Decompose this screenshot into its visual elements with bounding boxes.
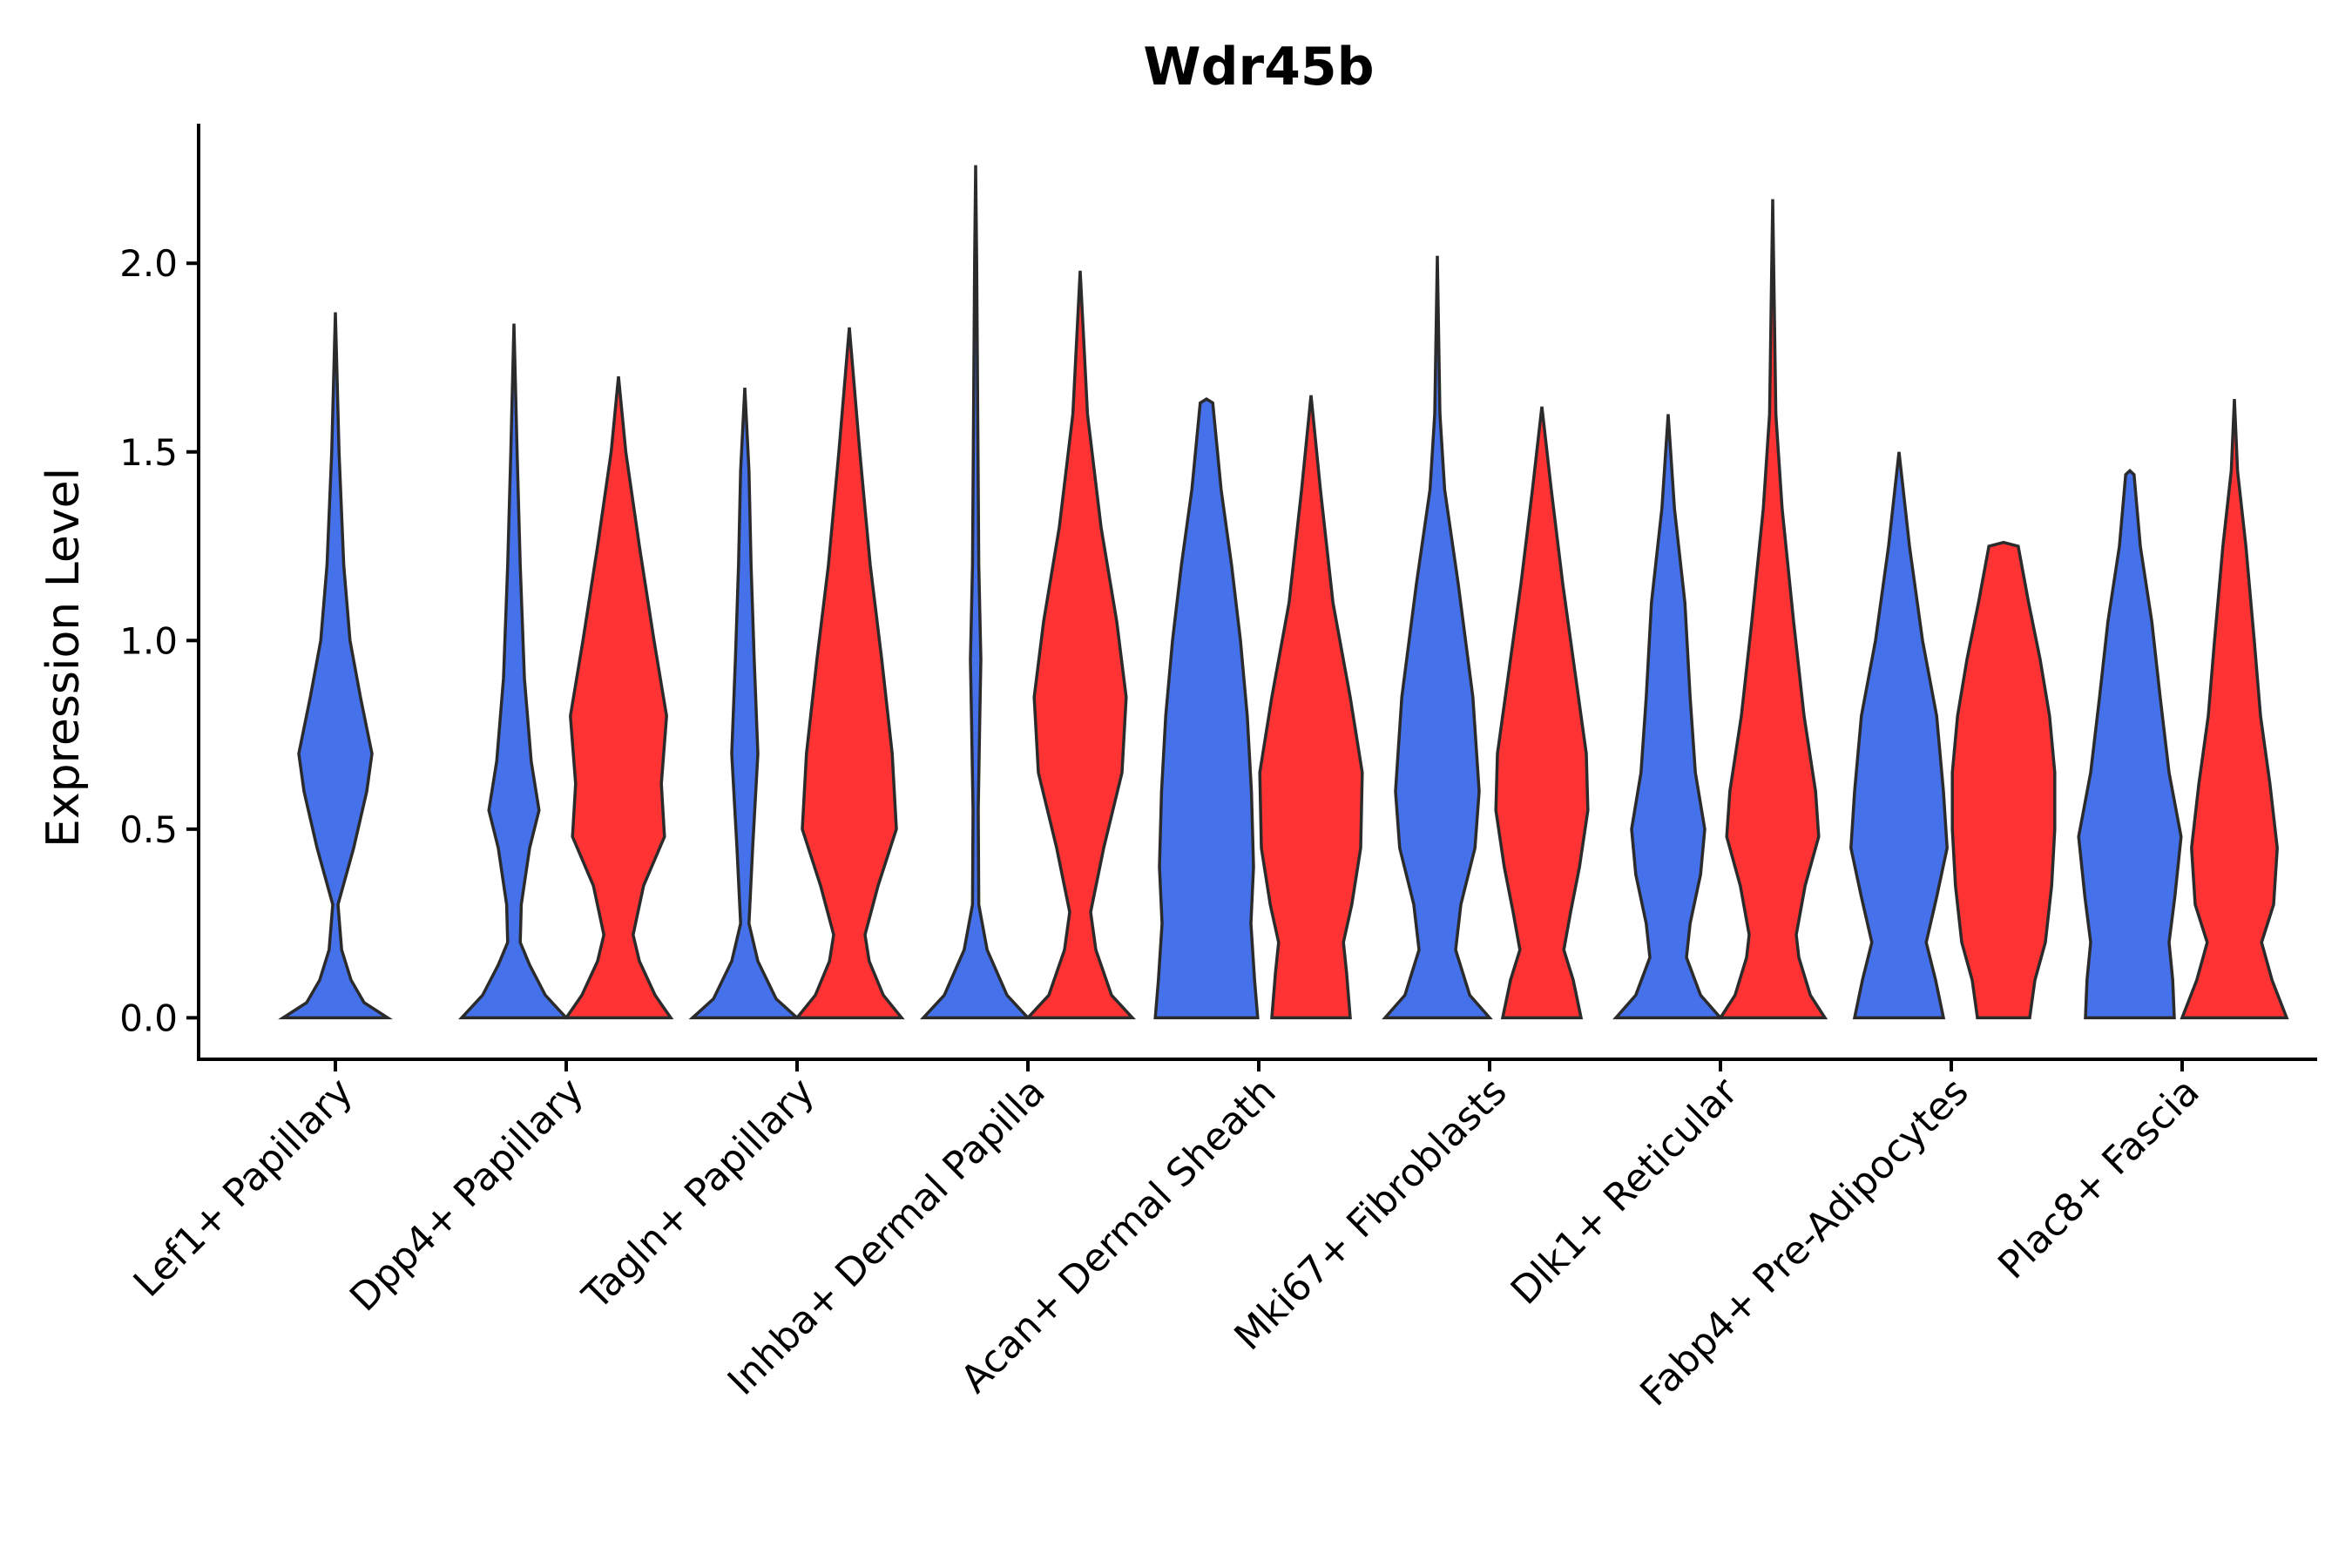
violin-red (1258, 395, 1364, 1020)
violin-red (1494, 406, 1590, 1020)
violin-red (794, 327, 905, 1020)
violin-blue (1612, 414, 1724, 1020)
y-tick-label: 0.0 (119, 997, 178, 1039)
violin-blue (920, 165, 1031, 1020)
violin-red (563, 376, 674, 1020)
y-ticks: 0.0 0.5 1.0 1.5 2.0 (119, 242, 199, 1039)
violin-red (2180, 399, 2289, 1020)
x-tick-label: Lef1+ Papillary (125, 1070, 362, 1306)
y-tick-label: 1.0 (119, 619, 178, 662)
violin-blue (278, 312, 393, 1020)
y-axis-label: Expression Level (37, 468, 90, 848)
violin-blue (1849, 451, 1949, 1020)
violin-blue (458, 323, 570, 1020)
x-tick-label: Tagln+ Papillary (574, 1070, 823, 1319)
violin-blue (2077, 469, 2183, 1020)
y-tick-label: 0.5 (119, 808, 178, 851)
violin-blue (1382, 255, 1493, 1020)
violin-red (1717, 199, 1828, 1020)
violin-red (1024, 270, 1136, 1020)
violin-blue (1153, 397, 1260, 1020)
chart-title: Wdr45b (1143, 37, 1374, 98)
y-tick-label: 2.0 (119, 242, 178, 285)
x-tick-label: Dlk1+ Reticular (1503, 1069, 1747, 1314)
y-tick-label: 1.5 (119, 431, 178, 474)
violins-layer (278, 165, 2289, 1020)
x-tick-label: Plac8+ Fascia (1990, 1070, 2208, 1288)
violin-blue (688, 388, 801, 1020)
violin-red (1950, 540, 2057, 1020)
x-tick-label: Dpp4+ Papillary (341, 1070, 592, 1321)
